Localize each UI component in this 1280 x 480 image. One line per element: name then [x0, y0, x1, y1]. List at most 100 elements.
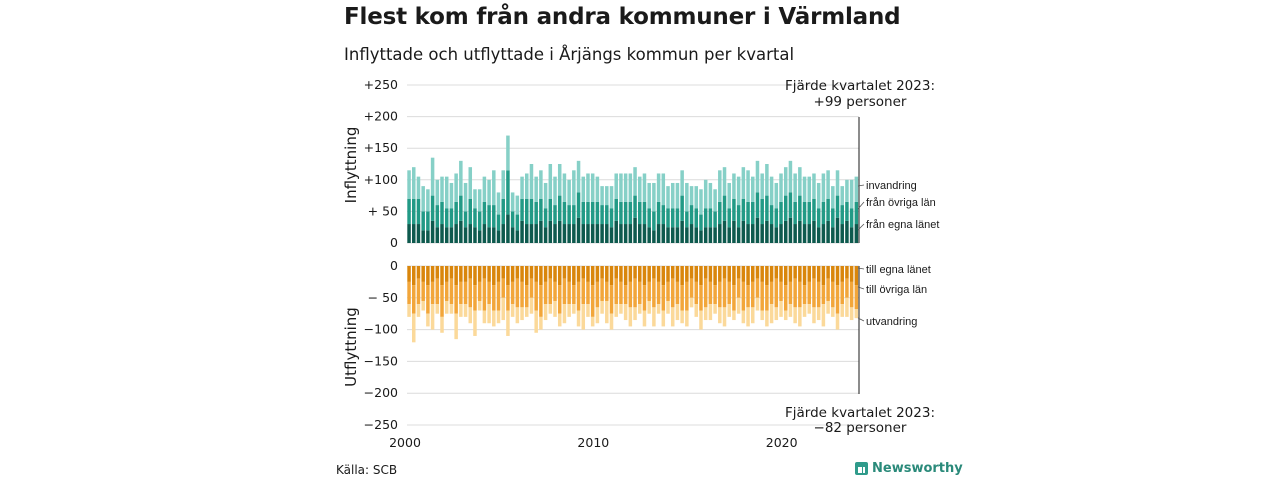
bar-out-segment — [854, 309, 859, 319]
bar-in-segment — [482, 201, 487, 225]
bar-out-segment — [572, 285, 576, 305]
bar-out-segment — [821, 285, 826, 305]
bar-in-segment — [642, 201, 647, 225]
bar-out-segment — [652, 278, 656, 308]
bar-in-segment — [482, 224, 487, 243]
bar-in-segment — [732, 198, 736, 221]
bar-in-segment — [666, 227, 670, 243]
bar-out-segment — [510, 281, 515, 305]
bar-out-segment — [689, 266, 694, 279]
bar-out-segment — [854, 266, 859, 286]
bar-in-segment — [440, 201, 444, 225]
bar-in-segment — [835, 195, 840, 218]
bar-out-segment — [802, 266, 807, 286]
bar-in-segment — [477, 211, 482, 231]
bar-in-segment — [670, 208, 675, 228]
bar-out-segment — [793, 278, 797, 308]
bar-out-segment — [751, 281, 755, 308]
y-tick-label-out: −200 — [364, 385, 398, 400]
bar-out-segment — [590, 316, 595, 327]
bar-in-segment — [699, 230, 703, 243]
bar-out-segment — [699, 266, 703, 286]
bar-in-segment — [426, 230, 430, 243]
bar-in-segment — [515, 230, 520, 243]
bar-in-segment — [727, 227, 731, 243]
bar-in-segment — [543, 182, 548, 209]
bar-in-segment — [736, 205, 741, 228]
bar-in-segment — [694, 208, 699, 228]
bar-out-segment — [416, 266, 421, 279]
bar-in-segment — [412, 198, 416, 225]
bar-in-segment — [496, 192, 501, 215]
bar-in-segment — [802, 224, 807, 243]
bar-out-segment — [430, 266, 435, 282]
bar-in-segment — [816, 182, 821, 209]
bar-out-segment — [449, 278, 454, 305]
bar-out-segment — [468, 278, 473, 308]
bar-in-segment — [576, 160, 581, 193]
bar-out-segment — [685, 266, 689, 282]
bar-in-segment — [699, 214, 703, 231]
bar-in-segment — [845, 201, 849, 221]
bar-out-segment — [605, 266, 609, 282]
bar-in-segment — [435, 227, 440, 243]
bar-in-segment — [572, 170, 576, 206]
bar-out-segment — [699, 285, 703, 311]
bar-in-segment — [520, 220, 524, 243]
bar-out-segment — [675, 304, 680, 321]
bar-out-segment — [652, 266, 656, 279]
bar-in-segment — [440, 224, 444, 243]
bar-out-segment — [713, 266, 717, 286]
annotation-out-line1: Fjärde kvartalet 2023: — [785, 405, 935, 421]
bar-in-segment — [623, 173, 628, 202]
bar-out-segment — [487, 304, 491, 324]
bar-out-segment — [741, 310, 746, 324]
bar-in-segment — [605, 205, 609, 225]
annotation-out-line2: −82 personer — [814, 420, 907, 436]
bar-in-segment — [543, 227, 548, 243]
bar-in-segment — [755, 192, 760, 218]
bar-in-segment — [835, 217, 840, 243]
bar-out-segment — [765, 285, 769, 311]
bar-in-segment — [567, 205, 571, 225]
bar-out-segment — [652, 307, 656, 327]
bar-in-segment — [412, 224, 416, 243]
bar-in-segment — [638, 201, 642, 225]
bar-out-segment — [647, 266, 651, 282]
bar-out-segment — [562, 304, 567, 324]
bar-out-segment — [600, 300, 604, 314]
bar-in-segment — [769, 224, 774, 243]
bar-in-segment — [652, 182, 656, 212]
bar-out-segment — [816, 307, 821, 321]
bar-out-segment — [727, 281, 731, 305]
bar-in-segment — [802, 176, 807, 202]
bar-out-segment — [840, 281, 844, 305]
bar-out-segment — [459, 304, 463, 317]
bar-out-segment — [783, 310, 788, 321]
legend-utvandring: utvandring — [866, 316, 917, 328]
bar-out-segment — [685, 310, 689, 327]
bar-in-segment — [562, 201, 567, 225]
bar-in-segment — [840, 224, 844, 243]
bar-in-segment — [572, 224, 576, 243]
bar-in-segment — [482, 176, 487, 202]
bar-out-segment — [477, 300, 482, 311]
bar-out-segment — [553, 300, 557, 317]
bar-out-segment — [581, 278, 586, 305]
bar-out-segment — [736, 297, 741, 314]
bar-out-segment — [567, 266, 571, 282]
bar-in-segment — [746, 224, 750, 243]
bar-in-segment — [487, 179, 491, 206]
bar-out-segment — [487, 281, 491, 305]
bar-out-segment — [614, 278, 618, 305]
y-tick-label-in: 0 — [390, 235, 398, 250]
bar-in-segment — [501, 198, 505, 225]
bar-in-segment — [477, 230, 482, 243]
bar-in-segment — [590, 173, 595, 202]
bar-out-segment — [468, 307, 473, 324]
bar-out-segment — [694, 304, 699, 317]
legend-leader — [857, 223, 865, 231]
bar-out-segment — [661, 266, 666, 286]
bar-out-segment — [708, 266, 713, 282]
bar-in-segment — [647, 182, 651, 209]
